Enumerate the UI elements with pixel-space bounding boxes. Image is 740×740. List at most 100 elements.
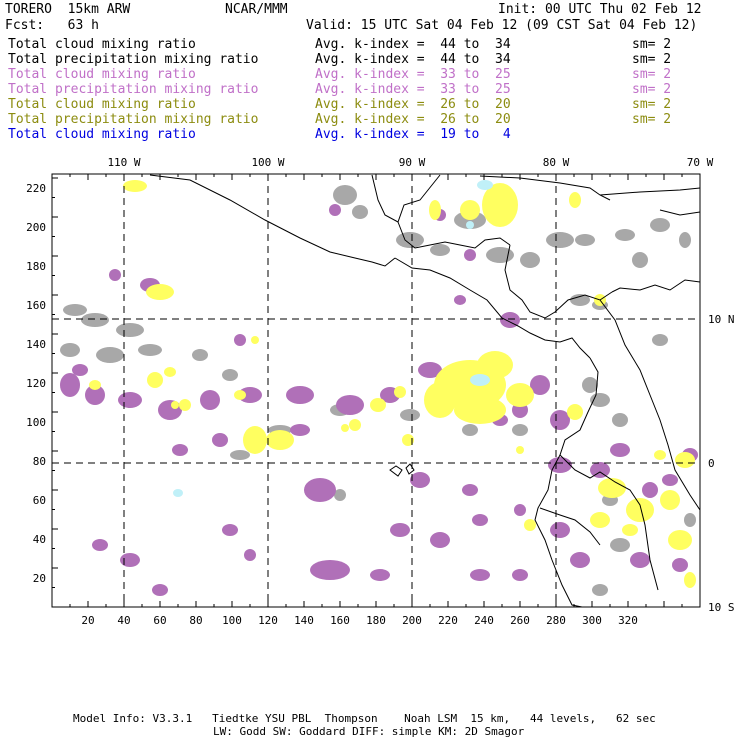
lat-label: 0 [708, 457, 715, 470]
lon-label: 100 W [251, 156, 285, 169]
yellow-field-blob [506, 383, 534, 407]
purple-field-blob [152, 584, 168, 596]
x-tick-label: 20 [81, 614, 95, 627]
purple-field-blob [472, 514, 488, 526]
gray-field-blob [486, 247, 514, 263]
lat-label: 10 N [708, 313, 735, 326]
legend-field: Total precipitation mixing ratio [8, 82, 259, 97]
purple-field-blob [304, 478, 336, 502]
purple-field-blob [464, 249, 476, 261]
gray-field-blob [222, 369, 238, 381]
gray-field-blob [116, 323, 144, 337]
legend-field: Total cloud mixing ratio [8, 127, 196, 142]
x-tick-label: 80 [189, 614, 203, 627]
gray-field-blob [652, 334, 668, 346]
x-tick-label: 300 [582, 614, 602, 627]
yellow-field-blob [660, 490, 680, 510]
yellow-field-blob [402, 434, 414, 446]
y-tick-label: 140 [26, 338, 46, 351]
legend-index: Avg. k-index = 33 to 25 [315, 67, 511, 82]
gray-field-blob [462, 424, 478, 436]
y-tick-label: 220 [26, 182, 46, 195]
gray-field-blob [590, 393, 610, 407]
gray-field-blob [615, 229, 635, 241]
y-tick-label: 60 [32, 494, 46, 507]
legend-field: Total cloud mixing ratio [8, 97, 196, 112]
purple-field-blob [550, 522, 570, 538]
yellow-field-blob [516, 446, 524, 454]
gray-field-blob [582, 377, 598, 393]
x-tick-label: 280 [546, 614, 566, 627]
lightblue-field-blob [466, 221, 474, 229]
purple-field-blob [238, 387, 262, 403]
legend-sm: sm= 2 [632, 67, 672, 82]
yellow-field-blob [341, 424, 349, 432]
legend-index: Avg. k-index = 26 to 20 [315, 112, 511, 127]
legend-field: Total cloud mixing ratio [8, 67, 196, 82]
x-tick-label: 140 [294, 614, 314, 627]
model-title: TORERO 15km ARW [5, 2, 131, 17]
gray-field-blob [610, 538, 630, 552]
gray-field-blob [592, 584, 608, 596]
gray-field-blob [192, 349, 208, 361]
x-tick-label: 220 [438, 614, 458, 627]
gray-field-blob [575, 234, 595, 246]
purple-field-blob [454, 295, 466, 305]
yellow-field-blob [234, 390, 246, 400]
gray-field-blob [679, 232, 691, 248]
yellow-field-blob [482, 183, 518, 227]
y-tick-label: 100 [26, 416, 46, 429]
legend-sm: sm= 2 [632, 112, 672, 127]
gray-field-blob [632, 252, 648, 268]
x-tick-label: 160 [330, 614, 350, 627]
yellow-field-blob [668, 530, 692, 550]
lon-label: 70 W [686, 156, 714, 169]
purple-field-blob [642, 482, 658, 498]
valid-time: Valid: 15 UTC Sat 04 Feb 12 (09 CST Sat … [306, 18, 698, 33]
yellow-field-blob [675, 452, 695, 468]
gray-field-blob [430, 244, 450, 256]
gray-field-blob [400, 409, 420, 421]
coastlines [149, 174, 701, 608]
purple-field-blob [672, 558, 688, 572]
x-tick-label: 100 [222, 614, 242, 627]
purple-field-blob [286, 386, 314, 404]
purple-field-blob [590, 462, 610, 478]
purple-field-blob [530, 375, 550, 395]
physics-info: LW: Godd SW: Goddard DIFF: simple KM: 2D… [213, 725, 525, 738]
purple-field-blob [610, 443, 630, 457]
purple-field-blob [430, 532, 450, 548]
purple-field-blob [462, 484, 478, 496]
x-tick-label: 200 [402, 614, 422, 627]
yellow-field-blob [569, 192, 581, 208]
gray-field-blob [546, 232, 574, 248]
purple-field-blob [418, 362, 442, 378]
legend-index: Avg. k-index = 44 to 34 [315, 37, 511, 52]
lon-label: 80 W [542, 156, 570, 169]
purple-field-blob [570, 552, 590, 568]
axis-ticks [51, 174, 683, 608]
yellow-field-blob [251, 336, 259, 344]
purple-field-blob [514, 504, 526, 516]
yellow-field-blob [349, 419, 361, 431]
yellow-field-blob [622, 524, 638, 536]
legend-index: Avg. k-index = 19 to 4 [315, 127, 511, 142]
gray-field-blob [396, 232, 424, 248]
yellow-field-blob [598, 478, 626, 498]
purple-field-blob [512, 569, 528, 581]
gray-field-blob [570, 294, 590, 306]
x-tick-label: 320 [618, 614, 638, 627]
yellow-field-blob [626, 498, 654, 522]
lightblue-field-blob [173, 489, 183, 497]
forecast-hour: Fcst: 63 h [5, 18, 99, 33]
yellow-field-blob [266, 430, 294, 450]
legend-sm: sm= 2 [632, 97, 672, 112]
purple-field-blob [172, 444, 188, 456]
purple-field-blob [410, 472, 430, 488]
lon-label: 90 W [398, 156, 426, 169]
yellow-field-blob [424, 382, 456, 418]
purple-field-blob [120, 553, 140, 567]
yellow-field-blob [454, 396, 506, 424]
yellow-field-blob [590, 512, 610, 528]
purple-field-blob [109, 269, 121, 281]
